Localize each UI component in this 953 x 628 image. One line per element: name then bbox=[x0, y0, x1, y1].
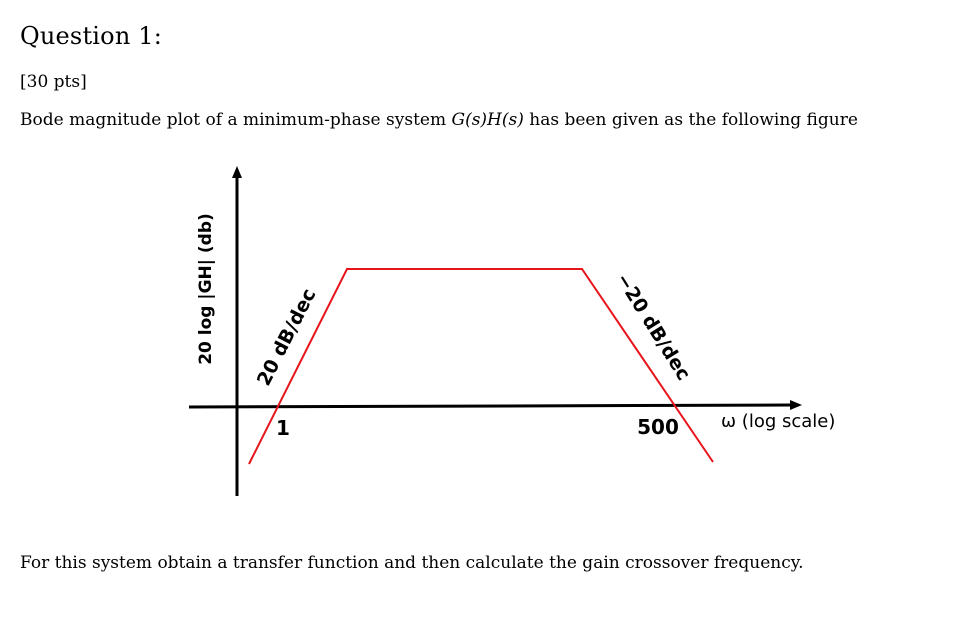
slope-label-rising: 20 dB/dec bbox=[253, 285, 321, 389]
x-axis bbox=[188, 403, 793, 409]
problem-text-prefix: Bode magnitude plot of a minimum-phase s… bbox=[20, 110, 452, 130]
y-axis-arrowhead bbox=[232, 166, 242, 178]
transfer-function-symbol: G(s)H(s) bbox=[451, 110, 524, 130]
magnitude-asymptote-line bbox=[248, 268, 714, 465]
x-tick-label-500: 500 bbox=[637, 415, 679, 439]
x-axis-label: ω (log scale) bbox=[721, 411, 835, 432]
problem-statement: Bode magnitude plot of a minimum-phase s… bbox=[20, 110, 858, 130]
question-title: Question 1: bbox=[20, 22, 163, 50]
x-tick-label-1: 1 bbox=[276, 416, 290, 440]
y-axis-label: 20 log |GH| (db) bbox=[196, 213, 216, 365]
followup-question: For this system obtain a transfer functi… bbox=[20, 553, 804, 573]
problem-text-suffix: has been given as the following figure bbox=[523, 110, 858, 130]
points-label: [30 pts] bbox=[20, 72, 87, 92]
slope-label-falling: −20 dB/dec bbox=[612, 269, 695, 384]
x-axis-arrowhead bbox=[790, 400, 802, 410]
